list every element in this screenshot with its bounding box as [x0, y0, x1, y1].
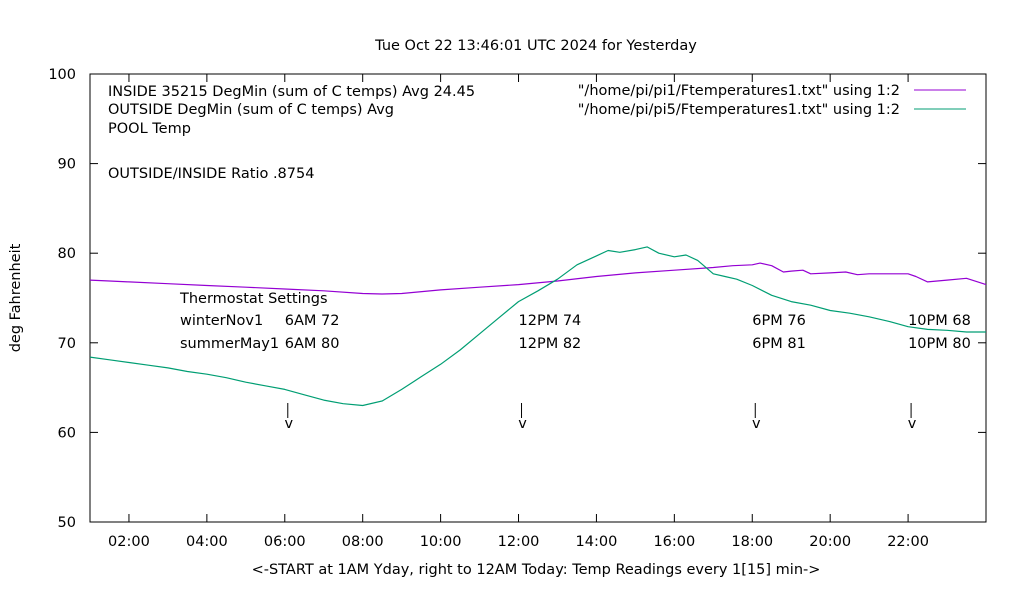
y-tick-label: 90 [58, 157, 76, 173]
legend-label-series-2: "/home/pi/pi5/Ftemperatures1.txt" using … [578, 102, 900, 118]
legend: "/home/pi/pi1/Ftemperatures1.txt" using … [578, 83, 966, 118]
x-tick-label: 02:00 [108, 534, 150, 550]
time-marker-arrowhead: v [518, 416, 527, 432]
series-line-1 [89, 262, 987, 295]
y-tick-label: 70 [58, 336, 76, 352]
axis-ticks: 02:00 04:00 06:00 08:00 10:00 12:00 14:00 16:00… [48, 67, 986, 550]
thermostat-setting-label: 12PM 82 [519, 336, 582, 352]
series-lines [89, 246, 987, 407]
chart-title: Tue Oct 22 13:46:01 UTC 2024 for Yesterd… [374, 38, 697, 54]
x-tick-label: 10:00 [420, 534, 462, 550]
x-tick-label: 22:00 [887, 534, 929, 550]
legend-label-series-1: "/home/pi/pi1/Ftemperatures1.txt" using … [578, 83, 900, 99]
plot-frame [89, 73, 987, 523]
corner-note-outside: OUTSIDE DegMin (sum of C temps) Avg [108, 102, 394, 118]
x-tick-label: 08:00 [342, 534, 384, 550]
y-tick-label: 100 [48, 67, 76, 83]
thermostat-setting-label: 6PM 81 [752, 336, 806, 352]
y-tick-label: 80 [58, 246, 76, 262]
x-tick-label: 16:00 [653, 534, 695, 550]
thermostat-setting-label: 6PM 76 [752, 313, 806, 329]
x-axis-label: <-START at 1AM Yday, right to 12AM Today… [252, 562, 821, 578]
time-marker-arrowhead: v [908, 416, 917, 432]
thermostat-setting-labels: 6AM 72 12PM 74 6PM 76 10PM 68 6AM 80 12PM 82 6… [285, 313, 971, 352]
y-tick-label: 60 [58, 425, 76, 441]
x-tick-label: 12:00 [498, 534, 540, 550]
corner-note-ratio: OUTSIDE/INSIDE Ratio .8754 [108, 166, 314, 182]
thermostat-setting-label: 6AM 80 [285, 336, 340, 352]
x-tick-label: 18:00 [731, 534, 773, 550]
thermostat-row-name: winterNov1 [180, 313, 263, 329]
corner-notes: INSIDE 35215 DegMin (sum of C temps) Avg… [108, 84, 475, 182]
corner-note-pool: POOL Temp [108, 121, 191, 137]
y-tick-label: 50 [58, 515, 76, 531]
thermostat-setting-label: 6AM 72 [285, 313, 340, 329]
corner-note-inside: INSIDE 35215 DegMin (sum of C temps) Avg… [108, 84, 475, 100]
time-marker-arrowhead: v [752, 416, 761, 432]
y-axis-label: deg Fahrenheit [8, 243, 24, 352]
thermostat-row-name: summerMay1 [180, 336, 279, 352]
x-tick-label: 20:00 [809, 534, 851, 550]
time-marker-arrowhead: v [284, 416, 293, 432]
thermostat-settings: Thermostat Settings winterNov1 summerMay… [179, 291, 971, 352]
thermostat-header: Thermostat Settings [179, 291, 328, 307]
x-tick-label: 04:00 [186, 534, 228, 550]
thermostat-setting-label: 12PM 74 [519, 313, 582, 329]
x-tick-label: 14:00 [576, 534, 618, 550]
series-line-2 [89, 246, 986, 407]
thermostat-setting-label: 10PM 80 [908, 336, 971, 352]
thermostat-setting-label: 10PM 68 [908, 313, 971, 329]
x-tick-label: 06:00 [264, 534, 306, 550]
